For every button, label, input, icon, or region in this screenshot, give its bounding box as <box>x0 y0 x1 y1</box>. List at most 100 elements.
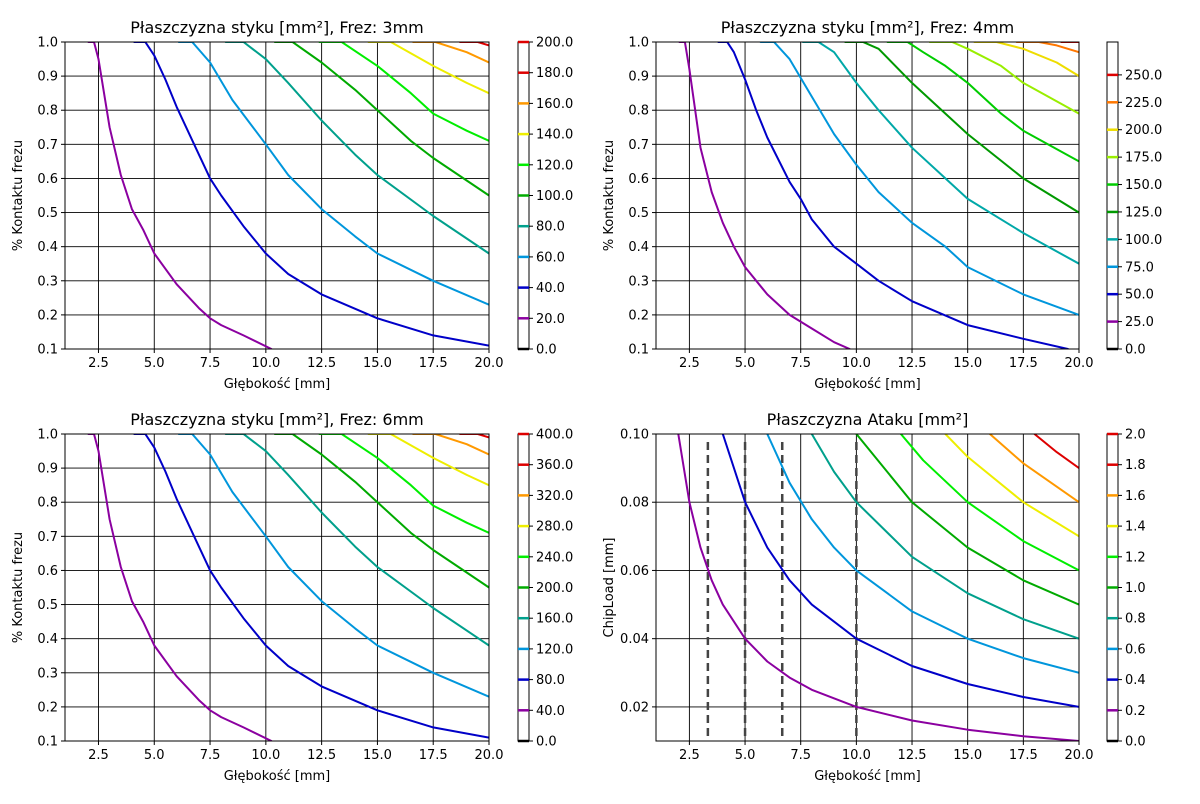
chart-2-ytick-label-6: 0.7 <box>628 138 649 153</box>
chart-4-colorbar-tick-label-6: 1.2 <box>1125 550 1146 565</box>
chart-3-xlabel: Głębokość [mm] <box>224 769 331 784</box>
chart-1-ytick-label-8: 0.9 <box>37 70 58 85</box>
chart-3-colorbar-tick-label-10: 400.0 <box>536 428 573 443</box>
chart-4-ytick-label-4: 0.10 <box>620 428 649 443</box>
chart-1-colorbar-tick-label-3: 60.0 <box>536 250 565 265</box>
chart-1-xtick-label-0: 2.5 <box>88 356 109 371</box>
chart-2-series-0 <box>678 42 851 349</box>
chart-4-colorbar-tick-label-9: 1.8 <box>1125 458 1146 473</box>
chart-3-axes-frame <box>64 433 490 742</box>
chart-4-colorbar-tick-label-4: 0.8 <box>1125 612 1146 627</box>
chart-1-series-7 <box>412 42 489 64</box>
chart-4-ytick-label-0: 0.02 <box>620 700 649 715</box>
chart-3-xtick-label-7: 20.0 <box>475 748 504 763</box>
chart-3-colorbar-tick-label-3: 120.0 <box>536 642 573 657</box>
chart-1-plot-area <box>65 42 489 349</box>
chart-4-ytick-label-2: 0.06 <box>620 564 649 579</box>
chart-2-xtick-label-3: 10.0 <box>842 356 871 371</box>
chart-3-ytick-label-6: 0.7 <box>37 530 58 545</box>
chart-2-colorbar-tick-label-0: 0.0 <box>1125 343 1146 358</box>
chart-3-series-2 <box>177 434 489 698</box>
chart-3-colorbar-tick-label-9: 360.0 <box>536 458 573 473</box>
chart-2-colorbar-tick-label-6: 150.0 <box>1125 178 1162 193</box>
chart-1: 2.5 5.0 7.5 10.0 12.5 15.0 17.5 20.0 0.1 0.2 0.3 0.… <box>11 18 573 392</box>
chart-1-xtick-label-1: 5.0 <box>144 356 165 371</box>
chart-4-colorbar-tick-label-0: 0.0 <box>1125 735 1146 750</box>
chart-4-series-2 <box>766 434 1079 674</box>
chart-1-colorbar-tick-label-4: 80.0 <box>536 220 565 235</box>
chart-1-xtick-label-2: 7.5 <box>200 356 221 371</box>
chart-2-colorbar-tick-label-8: 200.0 <box>1125 123 1162 138</box>
chart-2-series-5 <box>886 42 1079 163</box>
chart-4-colorbar-tick-label-2: 0.4 <box>1125 673 1146 688</box>
chart-2-ytick-label-4: 0.5 <box>628 206 649 221</box>
chart-2-ytick-label-1: 0.2 <box>628 308 649 323</box>
chart-1-axes-frame <box>64 41 490 350</box>
chart-2-xlabel: Głębokość [mm] <box>814 377 921 392</box>
chart-1-series-6 <box>367 42 489 95</box>
chart-4-colorbar-tick-label-8: 1.6 <box>1125 489 1146 504</box>
chart-2-series-3 <box>801 42 1079 265</box>
chart-3-ytick-label-9: 1.0 <box>37 428 58 443</box>
chart-2-series-8 <box>1015 42 1079 54</box>
chart-3-xtick-label-4: 12.5 <box>307 748 336 763</box>
chart-2-xtick-label-1: 5.0 <box>735 356 756 371</box>
chart-4-ytick-label-1: 0.04 <box>620 632 649 647</box>
chart-3-ylabel: % Kontaktu frezu <box>11 532 26 643</box>
chart-3-ytick-label-7: 0.8 <box>37 496 58 511</box>
chart-1-colorbar-tick-label-6: 120.0 <box>536 158 573 173</box>
chart-1-ytick-label-2: 0.3 <box>37 274 58 289</box>
chart-4-xtick-label-1: 5.0 <box>735 748 756 763</box>
chart-2-xtick-label-6: 17.5 <box>1009 356 1038 371</box>
chart-3-xtick-label-6: 17.5 <box>419 748 448 763</box>
chart-1-colorbar-tick-label-1: 20.0 <box>536 312 565 327</box>
chart-2-series-1 <box>717 42 1069 349</box>
chart-2-colorbar-tick-label-4: 100.0 <box>1125 233 1162 248</box>
chart-2-ylabel: % Kontaktu frezu <box>602 140 617 251</box>
chart-3-ytick-label-4: 0.5 <box>37 598 58 613</box>
chart-2-ytick-label-9: 1.0 <box>628 36 649 51</box>
chart-1-ytick-label-4: 0.5 <box>37 206 58 221</box>
chart-1-colorbar-tick-label-0: 0.0 <box>536 343 557 358</box>
chart-2-colorbar-tick-label-3: 75.0 <box>1125 260 1154 275</box>
chart-2-colorbar-tick-label-1: 25.0 <box>1125 315 1154 330</box>
chart-2-axes-frame <box>655 41 1080 350</box>
chart-3-series-3 <box>224 434 489 647</box>
chart-1-ytick-label-9: 1.0 <box>37 36 58 51</box>
chart-1-series-5 <box>318 42 489 142</box>
chart-2-plot-area <box>656 42 1079 349</box>
chart-1-colorbar-tick-label-9: 180.0 <box>536 66 573 81</box>
chart-2-ytick-label-5: 0.6 <box>628 172 649 187</box>
chart-1-ytick-label-7: 0.8 <box>37 104 58 119</box>
chart-3-colorbar-tick-label-0: 0.0 <box>536 735 557 750</box>
chart-3-xtick-label-0: 2.5 <box>88 748 109 763</box>
chart-1-colorbar-tick-label-2: 40.0 <box>536 281 565 296</box>
chart-1-ytick-label-0: 0.1 <box>37 343 58 358</box>
chart-2-series-4 <box>844 42 1079 214</box>
chart-2-series-7 <box>973 42 1079 78</box>
chart-1-ylabel: % Kontaktu frezu <box>11 140 26 251</box>
chart-3-plot-area <box>65 434 489 741</box>
chart-3-ytick-label-2: 0.3 <box>37 666 58 681</box>
chart-3: 2.5 5.0 7.5 10.0 12.5 15.0 17.5 20.0 0.1 0.2 0.3 0.… <box>11 410 573 784</box>
chart-2: 2.5 5.0 7.5 10.0 12.5 15.0 17.5 20.0 0.1 0.2 0.3 0.… <box>602 18 1162 392</box>
chart-3-colorbar-tick-label-8: 320.0 <box>536 489 573 504</box>
chart-3-series-4 <box>273 434 489 589</box>
chart-3-series-6 <box>367 434 489 487</box>
chart-4-series-4 <box>855 434 1079 606</box>
chart-1-series-8 <box>459 42 489 47</box>
chart-1-xtick-label-6: 17.5 <box>419 356 448 371</box>
chart-4-xtick-label-7: 20.0 <box>1065 748 1094 763</box>
chart-4-colorbar-tick-label-3: 0.6 <box>1125 642 1146 657</box>
chart-4-axes-frame <box>655 433 1080 742</box>
chart-2-xtick-label-0: 2.5 <box>679 356 700 371</box>
chart-4-xtick-label-3: 10.0 <box>842 748 871 763</box>
chart-2-title: Płaszczyzna styku [mm²], Frez: 4mm <box>721 18 1014 37</box>
chart-3-series-8 <box>459 434 489 439</box>
chart-2-xtick-label-2: 7.5 <box>790 356 811 371</box>
chart-4-xtick-label-2: 7.5 <box>790 748 811 763</box>
chart-2-colorbar-tick-label-10: 250.0 <box>1125 68 1162 83</box>
chart-3-ytick-label-0: 0.1 <box>37 735 58 750</box>
